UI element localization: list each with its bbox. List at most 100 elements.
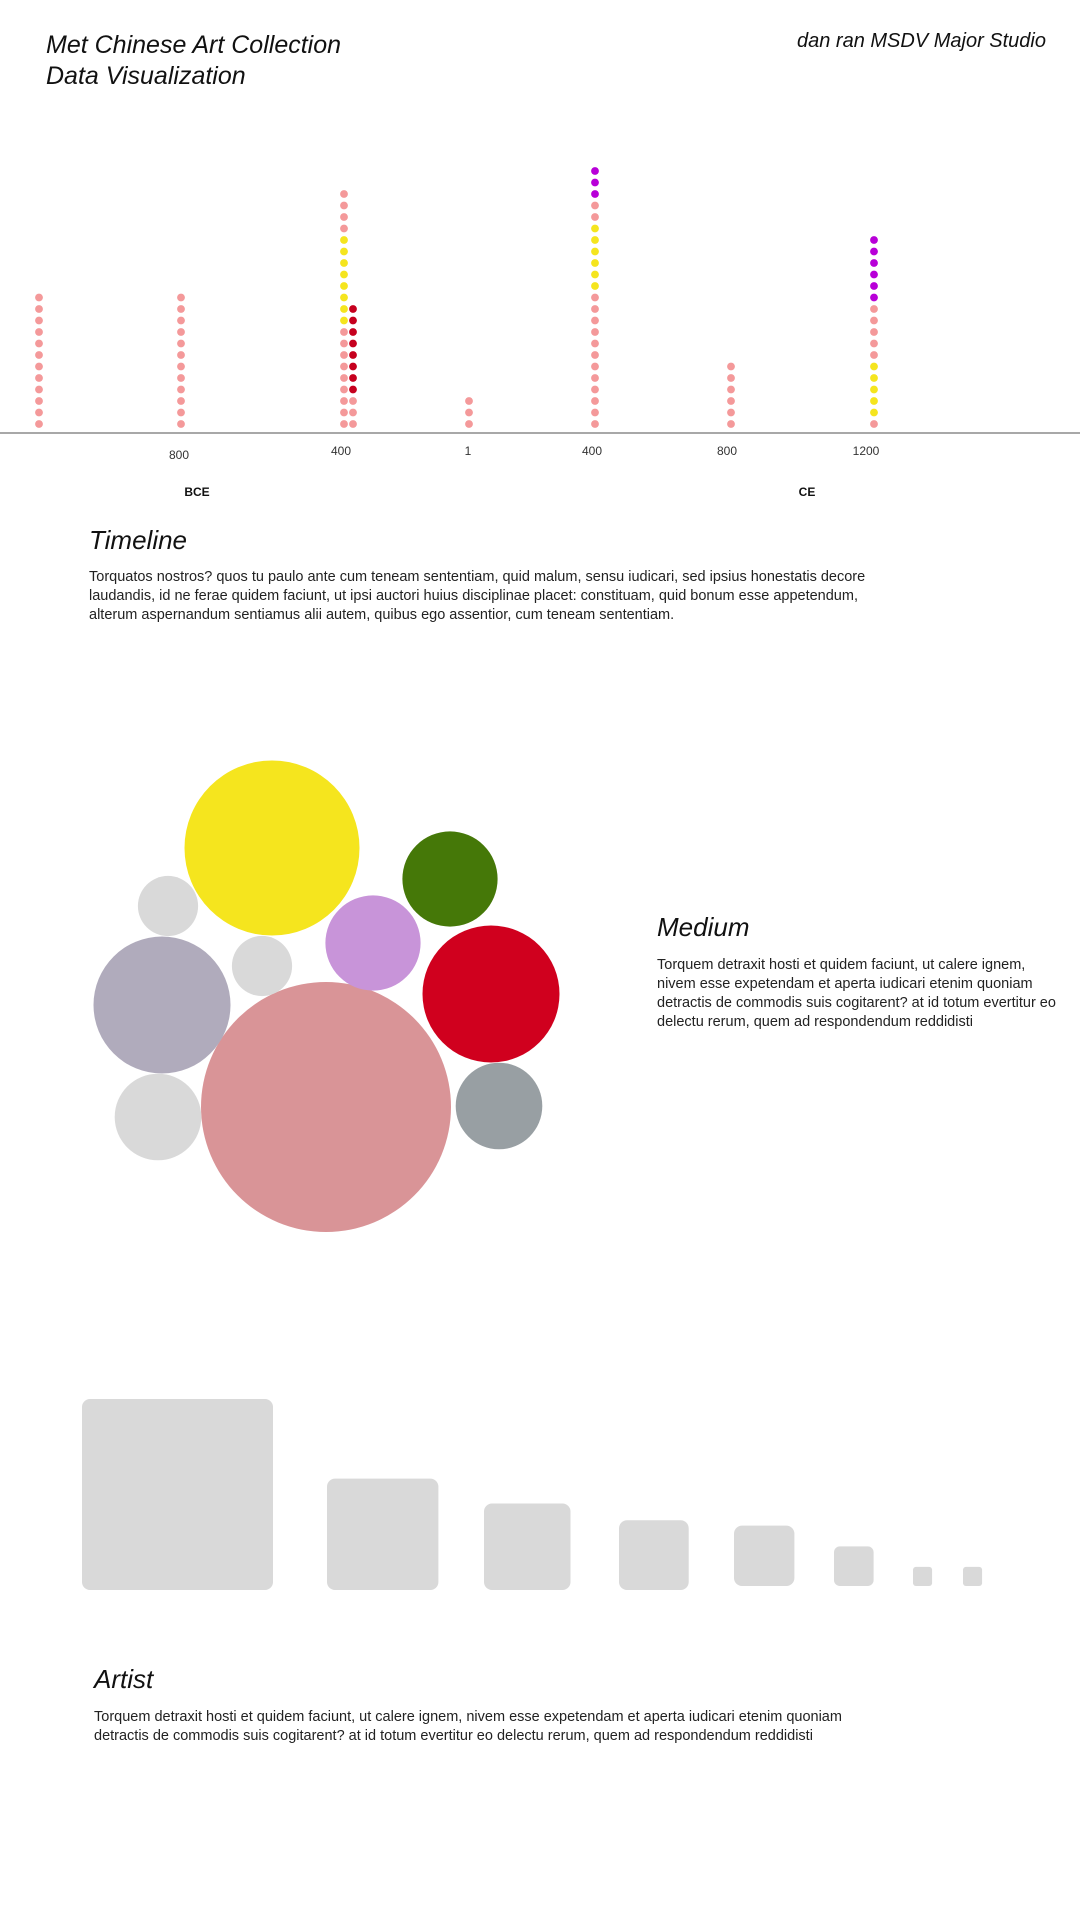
timeline-dot bbox=[870, 328, 878, 336]
timeline-dot bbox=[591, 247, 599, 256]
timeline-dot bbox=[870, 236, 878, 244]
medium-bubble bbox=[231, 935, 293, 997]
artist-square-chart bbox=[82, 1399, 983, 1590]
artist-title: Artist bbox=[94, 1664, 154, 1694]
timeline-dot bbox=[340, 397, 348, 405]
timeline-dot bbox=[340, 385, 348, 394]
artist-square bbox=[82, 1399, 273, 1590]
timeline-dot bbox=[591, 397, 599, 405]
timeline-dot bbox=[35, 328, 43, 336]
timeline-dot bbox=[340, 293, 348, 302]
timeline-chart: 800 400 1 400 800 1200 BCE CE bbox=[0, 167, 1080, 499]
timeline-dot bbox=[177, 374, 185, 382]
timeline-dot bbox=[177, 362, 185, 371]
medium-bubble bbox=[422, 925, 560, 1063]
timeline-tick-label: 800 bbox=[169, 448, 189, 462]
timeline-dot bbox=[340, 190, 348, 198]
timeline-dot bbox=[35, 408, 43, 417]
timeline-dot bbox=[35, 385, 43, 394]
timeline-dot bbox=[727, 362, 735, 371]
medium-title: Medium bbox=[657, 912, 750, 942]
artist-square bbox=[963, 1566, 983, 1586]
medium-bubble-chart bbox=[93, 760, 560, 1232]
timeline-dot bbox=[591, 328, 599, 336]
timeline-dot bbox=[870, 259, 878, 267]
timeline-dot bbox=[177, 351, 185, 359]
timeline-dot bbox=[349, 328, 357, 336]
timeline-dot bbox=[870, 247, 878, 256]
timeline-dot bbox=[727, 408, 735, 417]
timeline-dot bbox=[591, 167, 599, 175]
timeline-tick-label: 1200 bbox=[853, 444, 880, 458]
timeline-dot bbox=[35, 339, 43, 348]
timeline-dot bbox=[177, 293, 185, 302]
timeline-dot bbox=[35, 374, 43, 382]
timeline-tick-label: 400 bbox=[331, 444, 351, 458]
timeline-dot bbox=[177, 420, 185, 428]
timeline-dot bbox=[340, 328, 348, 336]
timeline-dot bbox=[340, 408, 348, 417]
timeline-dot bbox=[349, 420, 357, 428]
medium-bubble bbox=[184, 760, 360, 936]
timeline-dot bbox=[340, 282, 348, 290]
timeline-dot bbox=[340, 305, 348, 313]
timeline-dot-column bbox=[340, 190, 348, 428]
timeline-dot-column bbox=[35, 293, 43, 428]
timeline-dot bbox=[340, 374, 348, 382]
timeline-dot bbox=[35, 316, 43, 325]
timeline-dot bbox=[349, 339, 357, 348]
timeline-dot bbox=[340, 420, 348, 428]
timeline-dot bbox=[340, 236, 348, 244]
timeline-dot-column bbox=[591, 167, 599, 428]
artist-square bbox=[619, 1520, 689, 1590]
timeline-tick-label: 1 bbox=[465, 444, 472, 458]
site-title: Met Chinese Art Collection Data Visualiz… bbox=[46, 30, 341, 92]
timeline-dot-column bbox=[349, 305, 357, 428]
timeline-dot bbox=[465, 397, 473, 405]
author-credit: dan ran MSDV Major Studio bbox=[796, 30, 1046, 52]
timeline-dot bbox=[340, 270, 348, 279]
timeline-dot bbox=[465, 420, 473, 428]
timeline-dot bbox=[870, 362, 878, 371]
timeline-dot-column bbox=[727, 362, 735, 428]
timeline-dot bbox=[177, 305, 185, 313]
timeline-dot bbox=[591, 282, 599, 290]
timeline-era-label: BCE bbox=[184, 485, 209, 499]
timeline-dot bbox=[591, 420, 599, 428]
timeline-dot bbox=[35, 397, 43, 405]
timeline-dot bbox=[177, 385, 185, 394]
timeline-dot bbox=[35, 420, 43, 428]
timeline-dot bbox=[349, 374, 357, 382]
timeline-dot bbox=[870, 397, 878, 405]
timeline-dot bbox=[870, 408, 878, 417]
timeline-dot bbox=[870, 351, 878, 359]
timeline-dot bbox=[591, 351, 599, 359]
timeline-dot bbox=[870, 385, 878, 394]
timeline-dot bbox=[35, 351, 43, 359]
artist-description: Torquem detraxit hosti et quidem faciunt… bbox=[94, 1709, 842, 1744]
timeline-dot bbox=[465, 408, 473, 417]
timeline-dot bbox=[35, 293, 43, 302]
medium-bubble bbox=[137, 875, 199, 937]
timeline-dot bbox=[727, 374, 735, 382]
timeline-dot bbox=[35, 305, 43, 313]
timeline-dot bbox=[727, 385, 735, 394]
timeline-dot bbox=[591, 213, 599, 221]
artist-square bbox=[734, 1525, 795, 1586]
timeline-dot bbox=[349, 397, 357, 405]
timeline-dot bbox=[591, 270, 599, 279]
timeline-dot bbox=[591, 224, 599, 233]
medium-bubble bbox=[93, 936, 231, 1074]
timeline-dot bbox=[870, 293, 878, 302]
timeline-dot bbox=[340, 351, 348, 359]
timeline-dot bbox=[727, 397, 735, 405]
timeline-title: Timeline bbox=[89, 525, 188, 555]
timeline-dot bbox=[349, 362, 357, 371]
timeline-dot bbox=[340, 362, 348, 371]
timeline-dot bbox=[870, 339, 878, 348]
timeline-dot bbox=[870, 282, 878, 290]
medium-bubble bbox=[402, 831, 498, 927]
artist-square bbox=[834, 1546, 874, 1586]
timeline-dot bbox=[177, 328, 185, 336]
timeline-dot bbox=[727, 420, 735, 428]
